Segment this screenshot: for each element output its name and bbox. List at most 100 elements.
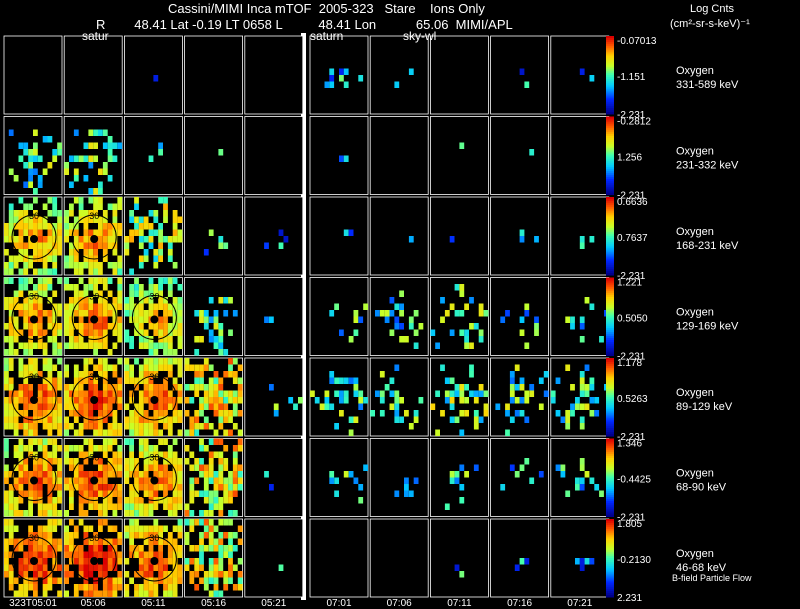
heat-cell: [167, 458, 173, 465]
heat-cell: [37, 310, 43, 317]
contour-label: 30: [149, 372, 159, 382]
heat-cell: [218, 484, 224, 491]
panel-r1-c7: [429, 116, 489, 195]
heat-cell: [435, 429, 440, 436]
colorbar-segment: [606, 330, 614, 333]
heat-cell: [124, 477, 130, 484]
heat-cell: [138, 216, 144, 223]
colorbar-segment: [606, 532, 614, 536]
heat-cell: [129, 371, 134, 378]
heat-cell: [589, 236, 595, 243]
heat-cell: [13, 445, 19, 452]
heat-cell: [529, 384, 535, 391]
heat-cell: [88, 551, 94, 558]
heat-cell: [69, 545, 74, 552]
heat-cell: [203, 584, 209, 591]
heat-cell: [138, 429, 144, 436]
heat-cell: [102, 358, 108, 365]
heat-cell: [33, 284, 38, 291]
heat-cell: [138, 564, 144, 571]
heat-cell: [8, 277, 14, 284]
heat-cell: [199, 403, 204, 410]
heat-cell: [28, 358, 33, 365]
heat-cell: [189, 477, 195, 484]
colorbar-segment: [606, 226, 614, 229]
heat-cell: [52, 477, 58, 484]
heat-cell: [358, 397, 364, 404]
heat-cell: [8, 377, 14, 384]
heat-cell: [73, 249, 79, 256]
panel-r6-c7: [429, 518, 489, 598]
heat-cell: [459, 397, 465, 404]
heat-cell: [514, 410, 520, 417]
heat-cell: [112, 371, 118, 378]
heat-cell: [228, 564, 233, 571]
heat-cell: [47, 277, 53, 284]
planet-dot: [90, 315, 99, 324]
panel-r5-c7: [429, 438, 489, 517]
heat-cell: [158, 464, 163, 471]
colorbar-segment: [606, 420, 614, 423]
heat-cell: [37, 571, 43, 578]
heat-cell: [509, 384, 515, 391]
heat-cell: [64, 255, 69, 262]
heat-cell: [42, 525, 48, 532]
heat-cell: [88, 571, 94, 578]
heat-cell: [208, 390, 214, 397]
heat-cell: [223, 545, 229, 552]
heat-cell: [23, 316, 29, 323]
heat-cell: [102, 416, 108, 423]
contour-circle: [11, 375, 57, 421]
heat-cell: [464, 342, 469, 349]
heat-cell: [78, 268, 84, 275]
heat-cell: [8, 510, 14, 517]
heat-cell: [52, 538, 58, 545]
heat-cell: [199, 423, 204, 430]
heat-cell: [228, 484, 233, 491]
panel-frame: [184, 116, 244, 195]
heat-cell: [57, 236, 62, 243]
heat-cell: [129, 497, 134, 504]
heat-cell: [177, 336, 183, 343]
heat-cell: [138, 416, 144, 423]
panel-r4-c4: [244, 357, 304, 437]
heat-cell: [509, 416, 515, 423]
heat-cell: [228, 297, 233, 304]
colorbar-segment: [606, 408, 614, 412]
heat-cell: [565, 410, 571, 417]
colorbar-segment: [606, 575, 614, 578]
heat-cell: [52, 149, 58, 156]
heat-cell: [134, 525, 139, 532]
heat-cell: [124, 438, 130, 445]
heat-cell: [18, 477, 24, 484]
heat-cell: [47, 471, 53, 478]
heat-cell: [8, 349, 14, 356]
heat-cell: [57, 242, 62, 249]
heat-cell: [47, 284, 53, 291]
heat-cell: [213, 451, 219, 458]
heat-cell: [184, 445, 190, 452]
heat-cell: [83, 249, 89, 256]
heat-cell: [158, 551, 163, 558]
colorbar-min-label: -2.231: [617, 352, 646, 363]
colorbar-segment: [606, 336, 614, 339]
heat-cell: [478, 336, 484, 343]
heat-cell: [138, 236, 144, 243]
heat-cell: [69, 519, 74, 526]
heat-cell: [148, 236, 154, 243]
heat-cell: [172, 545, 178, 552]
colorbar-segment: [606, 345, 614, 349]
heat-cell: [134, 229, 139, 236]
heat-cell: [579, 458, 585, 465]
heat-cell: [42, 397, 48, 404]
heat-cell: [47, 310, 53, 317]
heat-cell: [218, 497, 224, 504]
heat-cell: [194, 490, 200, 497]
heat-cell: [107, 464, 113, 471]
contour-label: 30: [29, 533, 39, 543]
colorbar-segment: [606, 385, 614, 388]
heat-cell: [189, 464, 195, 471]
heat-cell: [23, 268, 29, 275]
colorbar-mid-label: 0.5263: [617, 394, 648, 405]
colorbar-segment: [606, 304, 614, 308]
